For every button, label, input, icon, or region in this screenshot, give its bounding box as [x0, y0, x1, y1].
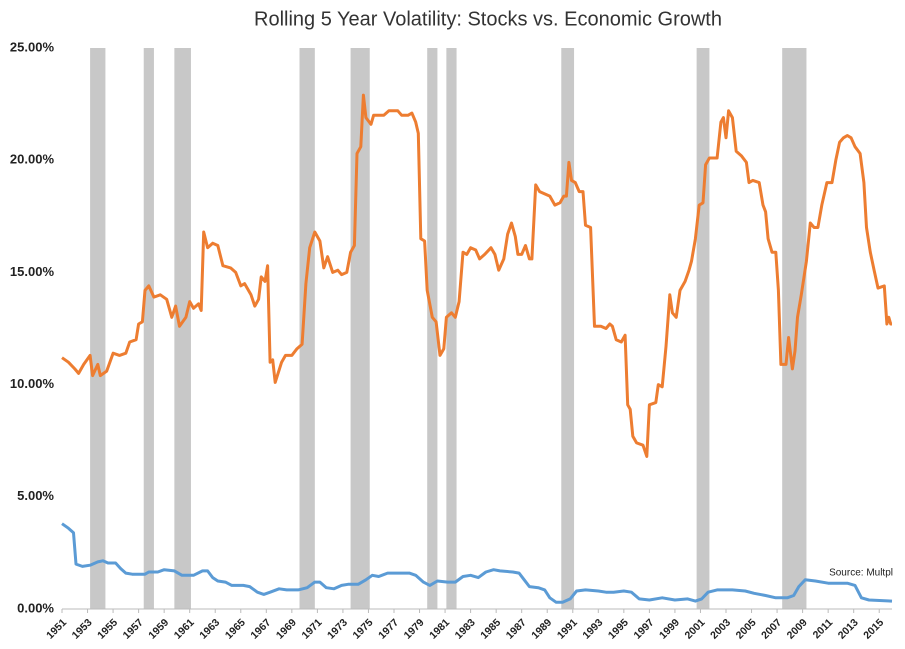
recession-band — [90, 48, 106, 609]
x-tick-label: 1975 — [351, 616, 376, 641]
x-tick-label: 2015 — [861, 616, 886, 641]
x-tick-label: 2003 — [708, 616, 733, 641]
recession-band — [143, 48, 154, 609]
x-tick-label: 2005 — [734, 616, 759, 641]
x-tick-label: 1999 — [657, 616, 682, 641]
x-tick-label: 1971 — [299, 616, 324, 641]
y-tick-label: 10.00% — [10, 376, 55, 391]
x-tick-label: 2009 — [785, 616, 810, 641]
x-tick-label: 1977 — [376, 616, 401, 641]
y-tick-label: 15.00% — [10, 264, 55, 279]
y-tick-label: 20.00% — [10, 152, 55, 167]
x-tick-label: 1997 — [631, 616, 656, 641]
x-tick-label: 1983 — [453, 616, 478, 641]
x-tick-label: 1955 — [95, 616, 120, 641]
y-tick-label: 25.00% — [10, 39, 55, 54]
recession-band — [299, 48, 315, 609]
series-line — [61, 93, 893, 458]
x-tick-label: 1979 — [402, 616, 427, 641]
x-tick-label: 1981 — [427, 616, 452, 641]
x-tick-label: 1985 — [478, 616, 503, 641]
x-tick-label: 2011 — [811, 616, 836, 641]
x-tick-label: 1963 — [197, 616, 222, 641]
x-tick-label: 1991 — [555, 616, 580, 641]
recession-band — [446, 48, 457, 609]
recession-band — [174, 48, 191, 609]
recession-band — [696, 48, 710, 609]
x-tick-label: 2007 — [759, 616, 784, 641]
x-tick-label: 1959 — [146, 616, 171, 641]
x-tick-label: 1951 — [44, 616, 69, 641]
chart-title: Rolling 5 Year Volatility: Stocks vs. Ec… — [254, 8, 722, 30]
recession-band — [561, 48, 575, 609]
recession-band — [427, 48, 438, 609]
x-tick-label: 1969 — [274, 616, 299, 641]
x-tick-label: 1989 — [529, 616, 554, 641]
x-tick-label: 2013 — [836, 616, 861, 641]
x-tick-label: 1967 — [248, 616, 273, 641]
x-tick-label: 1995 — [606, 616, 631, 641]
x-tick-label: 1961 — [172, 616, 197, 641]
y-tick-label: 5.00% — [17, 488, 54, 503]
series-line — [61, 522, 893, 604]
x-tick-label: 1957 — [121, 616, 146, 641]
y-tick-label: 0.00% — [17, 600, 54, 615]
x-tick-label: 1965 — [223, 616, 248, 641]
source-note: Source: Multpl — [829, 568, 893, 579]
x-tick-label: 1987 — [504, 616, 529, 641]
recession-band — [782, 48, 807, 609]
x-tick-label: 1993 — [580, 616, 605, 641]
x-tick-label: 2001 — [683, 616, 708, 641]
x-tick-label: 1953 — [70, 616, 95, 641]
x-tick-label: 1973 — [325, 616, 350, 641]
